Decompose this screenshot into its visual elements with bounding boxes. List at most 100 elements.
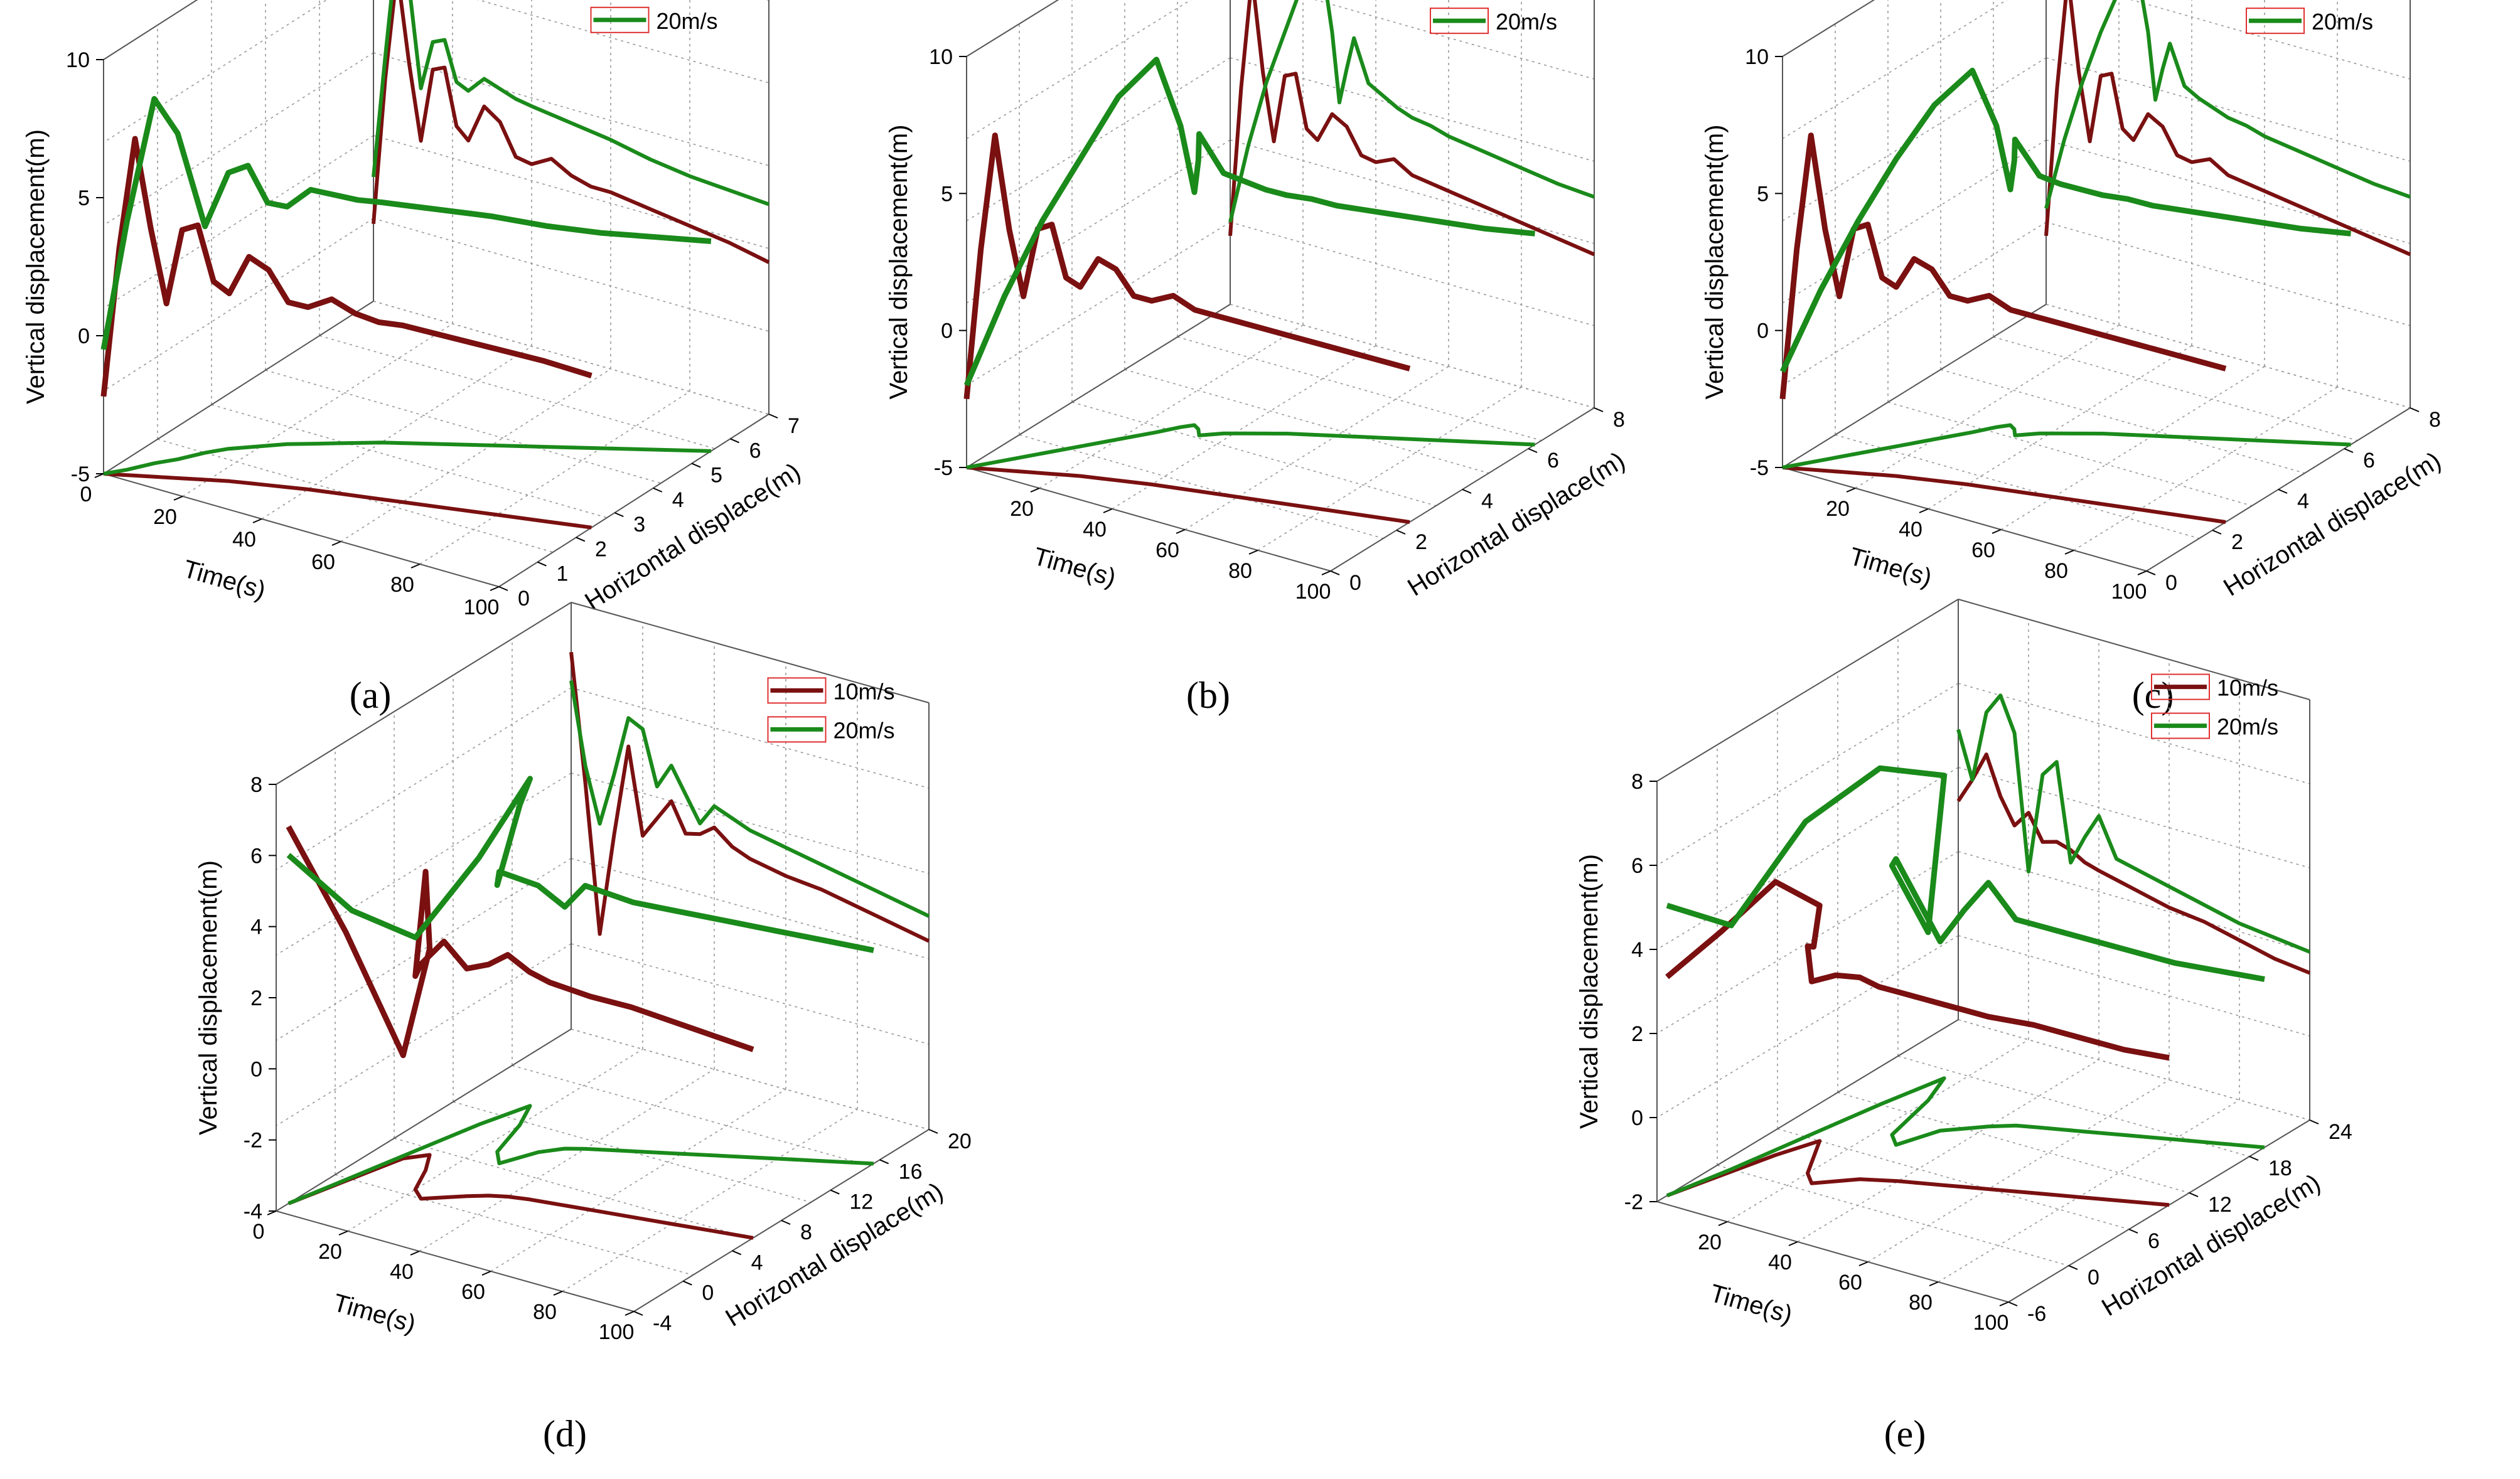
grid-line bbox=[1777, 1128, 2130, 1230]
y-tick bbox=[2212, 530, 2222, 535]
grid-line bbox=[265, 370, 662, 484]
y-tick bbox=[653, 487, 663, 493]
grid-line bbox=[1230, 57, 1595, 162]
grid-line bbox=[419, 391, 690, 565]
y-tick-label: 6 bbox=[1547, 449, 1559, 473]
z-tick-label: 10 bbox=[66, 48, 90, 72]
z-axis-title: Vertical displacement(m) bbox=[195, 860, 222, 1135]
series-wall-projection-20m/s bbox=[1956, 693, 2311, 954]
x-axis-title: Time(s) bbox=[1031, 542, 1119, 592]
y-tick-label: 0 bbox=[518, 587, 530, 611]
grid-line bbox=[2000, 366, 2265, 530]
z-tick-label: 0 bbox=[941, 319, 953, 343]
y-tick-label: -4 bbox=[653, 1311, 672, 1335]
x-tick-label: 60 bbox=[1838, 1271, 1862, 1295]
legend-label: 20m/s bbox=[2312, 9, 2373, 35]
grid-line bbox=[1314, 0, 1595, 80]
grid-line bbox=[966, 0, 1192, 139]
x-tick bbox=[1030, 488, 1040, 493]
x-tick bbox=[1858, 1261, 1869, 1266]
x-tick bbox=[1103, 508, 1113, 513]
grid-line bbox=[1019, 434, 1384, 539]
axis-line bbox=[276, 602, 572, 785]
axis-line bbox=[103, 473, 500, 587]
x-tick-label: 20 bbox=[1826, 497, 1850, 521]
grid-line bbox=[1958, 767, 2310, 868]
grid-line bbox=[2045, 222, 2411, 326]
z-tick-label: 8 bbox=[250, 773, 262, 797]
z-tick-label: -4 bbox=[244, 1200, 262, 1224]
y-tick-label: 0 bbox=[2165, 571, 2177, 595]
grid-line bbox=[1782, 222, 2047, 386]
z-tick-label: 2 bbox=[250, 986, 262, 1010]
series-line-10m/s bbox=[963, 132, 1411, 400]
series-floor-projection-20m/s bbox=[966, 423, 1535, 469]
grid-line bbox=[1184, 366, 1449, 530]
series-wall-projection-10m/s bbox=[1228, 0, 1595, 257]
y-tick bbox=[781, 1220, 791, 1225]
axis-line bbox=[1958, 599, 2310, 700]
series-line-20m/s bbox=[1779, 67, 2351, 373]
x-tick bbox=[252, 518, 262, 523]
y-axis-title: Horizontal displace(m) bbox=[2219, 447, 2445, 602]
grid-line bbox=[1835, 434, 2200, 539]
y-tick-label: 12 bbox=[849, 1190, 873, 1214]
legend-label: 10m/s bbox=[834, 678, 895, 704]
grid-line bbox=[347, 1049, 643, 1232]
y-tick-label: 2 bbox=[2231, 530, 2243, 554]
y-tick-label: 2 bbox=[1415, 530, 1427, 554]
grid-line bbox=[1797, 1059, 2099, 1242]
grid-line bbox=[1177, 336, 1542, 441]
legend-swatch-box bbox=[590, 6, 650, 33]
legend-swatch-box bbox=[2151, 673, 2210, 700]
x-tick bbox=[553, 1291, 563, 1296]
y-axis-title: Horizontal displace(m) bbox=[2097, 1169, 2325, 1321]
y-tick-label: 20 bbox=[948, 1129, 972, 1153]
grid-line bbox=[1940, 369, 2305, 474]
axis-line bbox=[1782, 0, 1875, 57]
grid-line bbox=[103, 0, 328, 143]
series-line-10m/s bbox=[286, 825, 754, 1059]
series-floor-projection-10m/s bbox=[1666, 1139, 2170, 1207]
z-tick-label: 0 bbox=[78, 324, 90, 348]
grid-line bbox=[1938, 1099, 2240, 1283]
grid-line bbox=[562, 1109, 858, 1292]
y-tick bbox=[2309, 1119, 2319, 1124]
series-wall-projection-20m/s bbox=[569, 680, 930, 918]
y-tick-label: 6 bbox=[2148, 1229, 2160, 1253]
z-tick-label: -2 bbox=[1624, 1190, 1643, 1214]
z-tick-label: 4 bbox=[1631, 938, 1643, 962]
series-floor-projection-20m/s bbox=[287, 1104, 874, 1205]
axis-line bbox=[966, 0, 1059, 57]
grid-line bbox=[571, 687, 930, 789]
x-tick bbox=[94, 473, 104, 478]
z-tick-label: 0 bbox=[1631, 1106, 1643, 1130]
axis-line bbox=[276, 1210, 635, 1312]
series-floor-projection-10m/s bbox=[287, 1153, 754, 1240]
x-tick bbox=[1919, 508, 1929, 513]
y-tick bbox=[1528, 448, 1538, 453]
x-tick-label: 60 bbox=[311, 550, 335, 574]
axis-line bbox=[1656, 599, 1959, 782]
x-tick-label: 100 bbox=[599, 1320, 635, 1344]
grid-line bbox=[1782, 0, 1875, 57]
x-tick-label: 80 bbox=[533, 1300, 557, 1324]
y-tick-label: 16 bbox=[899, 1160, 923, 1183]
x-tick bbox=[1718, 1221, 1728, 1226]
series-wall-projection-20m/s bbox=[2044, 0, 2411, 209]
z-axis-title: Vertical displacement(m) bbox=[885, 125, 913, 400]
y-tick-label: 4 bbox=[2297, 489, 2309, 513]
z-tick-label: 6 bbox=[250, 844, 262, 868]
z-tick-label: 4 bbox=[250, 916, 262, 939]
y-tick-label: 8 bbox=[2429, 408, 2441, 432]
x-tick bbox=[410, 1251, 420, 1256]
series-line-20m/s bbox=[963, 56, 1535, 387]
y-tick bbox=[768, 414, 778, 419]
chart-panel-b: -5 0 5 10 20 40 60 80 100 0 2 4 6 8 Time(s) Horizontal … bbox=[885, 0, 1630, 716]
x-tick-label: 80 bbox=[1909, 1291, 1933, 1315]
x-tick-label: 40 bbox=[390, 1260, 414, 1284]
x-tick-label: 60 bbox=[1155, 538, 1179, 562]
y-tick bbox=[682, 1280, 692, 1286]
